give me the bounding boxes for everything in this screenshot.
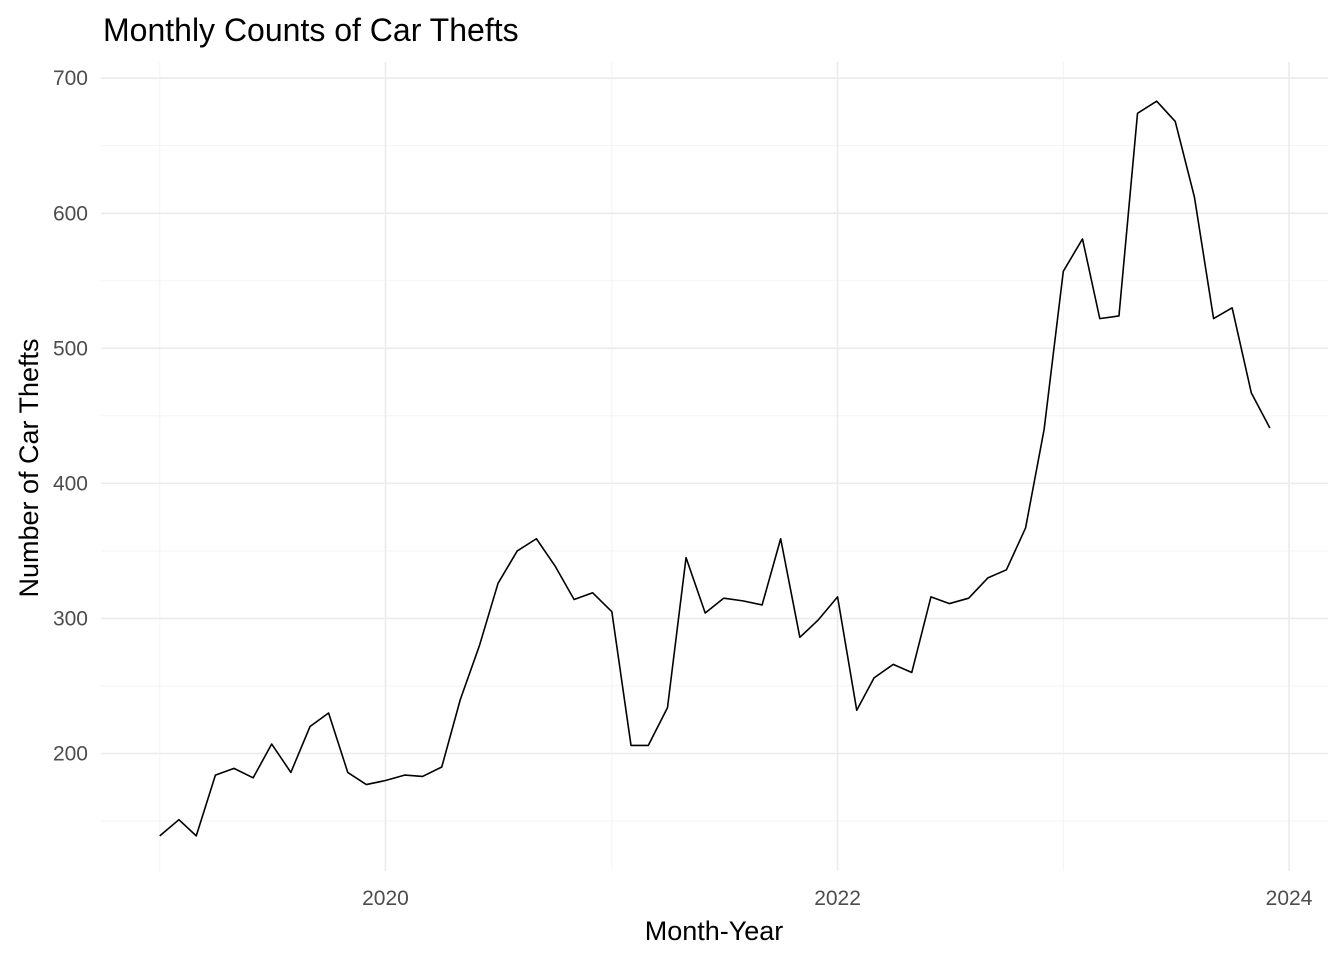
car-thefts-series-line [159, 100, 1271, 837]
y-tick-label: 500 [53, 337, 88, 360]
y-tick-label: 200 [53, 742, 88, 765]
x-axis-tick-labels: 2020 2022 2024 [362, 887, 1313, 910]
x-axis-title: Month-Year [645, 916, 784, 946]
y-tick-label: 700 [53, 67, 88, 90]
y-tick-label: 600 [53, 202, 88, 225]
x-tick-label: 2022 [814, 887, 861, 910]
minor-gridlines [101, 62, 1328, 871]
chart-title: Monthly Counts of Car Thefts [103, 12, 519, 48]
y-tick-label: 400 [53, 472, 88, 495]
y-tick-label: 300 [53, 607, 88, 630]
y-axis-tick-labels: 200 300 400 500 600 700 [53, 67, 88, 765]
y-axis-title: Number of Car Thefts [14, 338, 44, 597]
major-gridlines [101, 62, 1328, 871]
x-tick-label: 2024 [1266, 887, 1313, 910]
x-tick-label: 2020 [362, 887, 409, 910]
